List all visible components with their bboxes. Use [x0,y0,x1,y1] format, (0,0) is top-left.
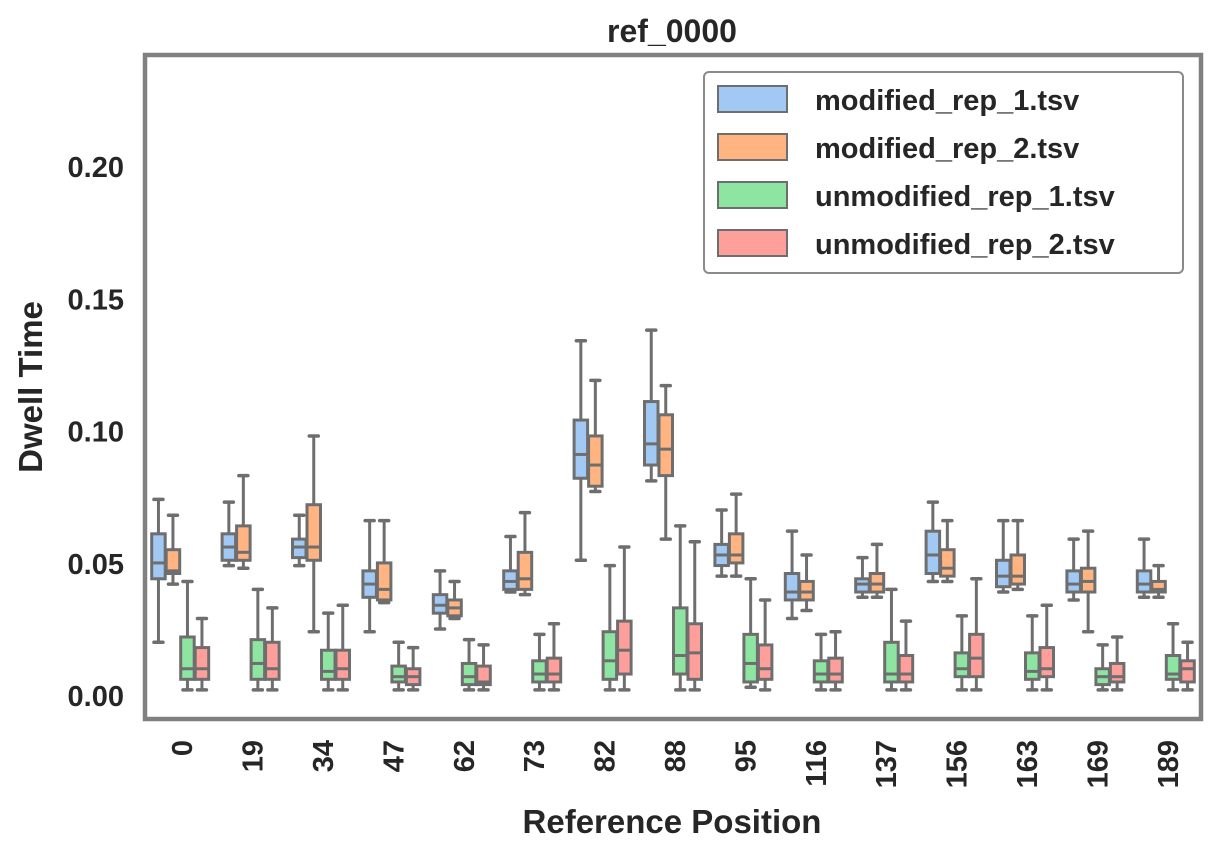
box [1065,569,1082,594]
y-axis-label: Dwell Time [12,301,49,473]
legend-swatch [717,85,788,113]
box [924,529,942,576]
box [249,638,267,681]
y-tick-label: 0.20 [68,152,124,184]
box [812,659,830,684]
box [334,648,351,681]
box [320,648,337,681]
x-tick-label: 163 [1012,740,1044,788]
box [657,413,674,478]
x-tick-label: 62 [449,740,481,772]
box [672,606,689,676]
box [475,664,492,687]
chart-title: ref_0000 [607,13,737,49]
legend-swatch [717,229,788,257]
legend-label: unmodified_rep_1.tsv [815,181,1115,213]
box [587,434,604,488]
x-tick-label: 189 [1153,740,1185,788]
box [1164,654,1182,681]
x-axis-label: Reference Position [523,803,822,840]
x-tick-labels: 0 19 34 47 62 73 82 88 95 116 137 156 163 169 189 [167,740,1185,788]
x-tick-label: 156 [942,740,974,788]
box [545,656,563,684]
box [1179,659,1196,684]
box [827,656,844,684]
x-tick-label: 116 [801,740,833,787]
box [742,632,759,684]
x-tick-label: 88 [660,740,692,772]
x-tick-label: 82 [590,740,622,772]
legend-label: unmodified_rep_2.tsv [815,229,1115,261]
y-tick-label: 0.05 [68,549,124,581]
box [995,558,1012,589]
legend-swatch [717,133,788,161]
box [897,654,915,684]
box [390,664,407,684]
box [756,643,774,681]
x-tick-label: 47 [378,740,410,772]
box [1009,553,1026,586]
box [1150,579,1167,594]
y-tick-label: 0.10 [68,417,124,449]
box [572,418,590,480]
legend-label: modified_rep_1.tsv [815,85,1079,117]
x-tick-label: 34 [308,740,340,772]
plot-marks [150,328,1196,692]
x-tick-label: 169 [1082,740,1114,788]
box [375,561,393,602]
box [516,550,534,591]
x-tick-label: 95 [730,740,762,772]
x-tick-label: 19 [238,740,270,772]
box [968,632,985,679]
box [150,532,167,581]
legend-label: modified_rep_2.tsv [815,133,1079,165]
box [1024,651,1041,681]
box [883,640,900,684]
box [643,400,660,467]
box [531,659,548,684]
y-tick-label: 0.15 [68,284,124,316]
box [953,651,971,679]
box [727,532,745,565]
box [783,572,801,602]
x-tick-label: 0 [167,740,199,756]
box [179,635,196,681]
y-tick-labels: 0.00 0.05 0.10 0.15 0.20 [68,152,124,713]
box [235,524,252,562]
box [305,503,322,562]
box [601,630,619,681]
legend-swatch [717,181,788,209]
box [939,548,956,578]
y-tick-label: 0.00 [68,681,124,713]
box [1038,646,1055,679]
x-tick-label: 73 [519,740,551,772]
x-tick-label: 137 [871,740,903,788]
legend: modified_rep_1.tsv modified_rep_2.tsvunmo… [703,71,1184,274]
legend-frame [703,71,1184,274]
box [1108,661,1126,684]
box [460,661,478,687]
box [264,640,281,681]
plot-frame [142,52,1204,722]
box [193,646,211,681]
box [616,619,633,676]
box [1135,569,1153,594]
box [164,548,182,576]
